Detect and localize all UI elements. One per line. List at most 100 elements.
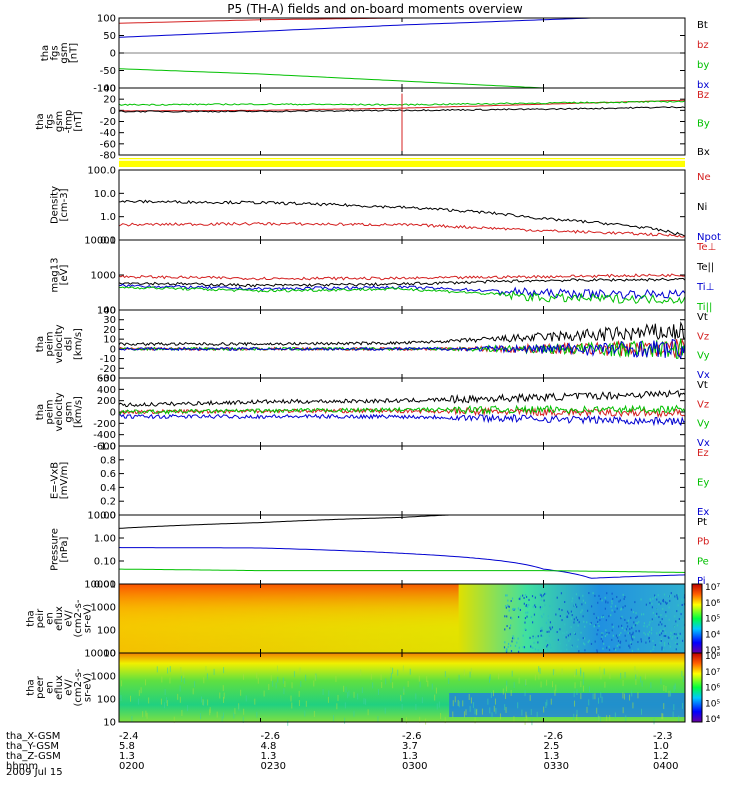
- ion-spectrogram-pixel: [577, 624, 579, 627]
- ion-spectrogram-pixel: [611, 638, 613, 641]
- electron-spectrogram-pixel: [505, 693, 507, 700]
- legend-entry: Ni: [697, 202, 707, 213]
- electron-spectrogram-pixel: [222, 712, 224, 719]
- electron-spectrogram-pixel: [576, 714, 578, 721]
- ion-spectrogram-pixel: [671, 636, 674, 639]
- ion-spectrogram-pixel: [668, 606, 670, 609]
- ion-spectrogram-pixel: [506, 625, 508, 628]
- electron-spectrogram-pixel: [344, 702, 346, 709]
- electron-spectrogram-pixel: [526, 715, 528, 722]
- electron-spectrogram-pixel: [322, 688, 324, 695]
- ion-spectrogram-pixel: [517, 650, 520, 653]
- electron-spectrogram-pixel: [137, 698, 139, 705]
- electron-spectrogram-pixel: [372, 682, 374, 689]
- electron-spectrogram-pixel: [401, 703, 403, 710]
- ion-spectrogram-pixel: [503, 646, 506, 649]
- electron-spectrogram-pixel: [458, 701, 460, 708]
- electron-spectrogram-pixel: [328, 690, 330, 697]
- ion-spectrogram-pixel: [537, 649, 539, 652]
- ion-spectrogram-pixel: [532, 635, 534, 638]
- legend-entry: Pe: [697, 556, 709, 567]
- ion-spectrogram-pixel: [511, 608, 514, 611]
- electron-spectrogram-pixel: [291, 682, 293, 689]
- ion-spectrogram-pixel: [548, 630, 550, 633]
- ion-spectrogram-pixel: [537, 641, 539, 644]
- legend-entry: bx: [697, 80, 709, 91]
- y-axis-label: Density: [49, 186, 60, 224]
- ion-spectrogram-pixel: [630, 608, 633, 611]
- electron-spectrogram-pixel: [534, 674, 536, 681]
- electron-spectrogram-pixel: [472, 702, 474, 709]
- electron-spectrogram-pixel: [200, 713, 202, 720]
- y-axis-label: [eV]: [59, 265, 70, 286]
- ion-spectrogram-pixel: [590, 642, 593, 645]
- ion-spectrogram-pixel: [566, 610, 569, 613]
- ion-spectrogram-pixel: [507, 645, 509, 648]
- legend-entry: Vt: [697, 380, 708, 391]
- electron-spectrogram-pixel: [298, 700, 300, 707]
- y-tick-label: 0.8: [100, 455, 116, 466]
- electron-spectrogram-pixel: [663, 684, 665, 691]
- ion-spectrogram-pixel: [643, 622, 645, 625]
- legend-entry: Ti⊥: [696, 282, 714, 293]
- footer-value: 2.5: [543, 741, 560, 752]
- ion-spectrogram-pixel: [620, 617, 622, 620]
- y-tick-label: 0: [110, 408, 116, 419]
- ion-spectrogram-pixel: [660, 639, 662, 642]
- ion-spectrogram-pixel: [674, 595, 676, 598]
- electron-spectrogram-pixel: [521, 709, 523, 716]
- ion-spectrogram-pixel: [541, 629, 543, 632]
- ion-spectrogram-pixel: [602, 647, 604, 650]
- ion-spectrogram-pixel: [563, 615, 565, 618]
- electron-spectrogram-pixel: [254, 698, 256, 705]
- ion-spectrogram-pixel: [596, 650, 598, 653]
- legend-entry: Pt: [697, 517, 707, 528]
- electron-spectrogram-pixel: [300, 680, 302, 687]
- electron-spectrogram-pixel: [641, 708, 643, 715]
- legend-entry: Vz: [697, 399, 709, 410]
- electron-spectrogram-pixel: [233, 712, 235, 719]
- ion-spectrogram-pixel: [608, 645, 610, 648]
- electron-spectrogram-pixel: [614, 712, 616, 719]
- ion-spectrogram-pixel: [616, 595, 618, 598]
- ion-spectrogram-pixel: [605, 619, 607, 622]
- ion-spectrogram-pixel: [601, 633, 603, 636]
- ion-spectrogram-pixel: [573, 618, 575, 621]
- ion-spectrogram-pixel: [564, 623, 566, 626]
- y-tick-label: 0.0: [100, 511, 116, 522]
- ion-spectrogram-pixel: [507, 599, 509, 602]
- ion-spectrogram-pixel: [654, 596, 657, 599]
- electron-spectrogram-pixel: [163, 702, 165, 709]
- ion-spectrogram-pixel: [511, 617, 513, 620]
- ion-spectrogram-pixel: [602, 632, 604, 635]
- electron-spectrogram-pixel: [463, 711, 465, 718]
- footer-row-label: hhmm: [6, 761, 39, 772]
- electron-spectrogram-pixel: [305, 674, 307, 681]
- ion-spectrogram-pixel: [505, 649, 507, 652]
- ion-spectrogram-pixel: [619, 646, 621, 649]
- ion-spectrogram-pixel: [548, 634, 551, 637]
- electron-spectrogram-pixel: [223, 667, 225, 674]
- ion-spectrogram-pixel: [654, 614, 657, 617]
- electron-spectrogram-pixel: [554, 669, 556, 676]
- y-axis-label: (cm2-s-: [73, 668, 84, 706]
- y-tick-label: 0.6: [100, 469, 116, 480]
- electron-spectrogram-pixel: [213, 668, 215, 675]
- ion-spectrogram-pixel: [619, 599, 621, 602]
- y-tick-label: 10000: [84, 580, 116, 591]
- ion-spectrogram-pixel: [649, 621, 651, 624]
- y-axis-label: tha: [35, 113, 46, 129]
- electron-spectrogram-pixel: [576, 689, 578, 696]
- ion-spectrogram-pixel: [633, 636, 635, 639]
- ion-spectrogram-pixel: [656, 612, 658, 615]
- ion-spectrogram-pixel: [596, 633, 598, 636]
- legend-entry: Te⊥: [696, 242, 716, 253]
- ion-spectrogram-pixel: [547, 618, 550, 621]
- ion-spectrogram-pixel: [581, 603, 583, 606]
- electron-spectrogram-pixel: [681, 670, 683, 677]
- ion-spectrogram-pixel: [629, 628, 631, 631]
- electron-spectrogram-pixel: [444, 717, 446, 724]
- footer-value: 0200: [119, 761, 145, 772]
- ion-spectrogram-pixel: [576, 605, 578, 608]
- electron-spectrogram-pixel: [525, 678, 527, 685]
